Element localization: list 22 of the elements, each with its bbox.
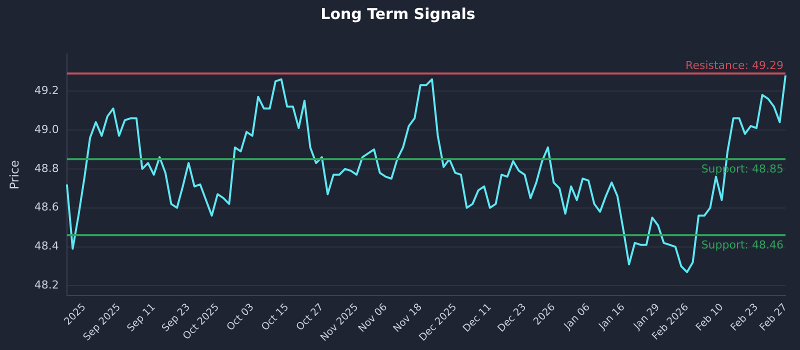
- ref-line-label: Resistance: 49.29: [686, 58, 784, 72]
- x-tick-label: Sep 11: [125, 302, 158, 334]
- y-tick-label: 48.2: [34, 278, 59, 292]
- chart-title: Long Term Signals: [320, 4, 476, 23]
- x-tick-label: Feb 10: [694, 302, 726, 334]
- y-tick-label: 49.2: [34, 84, 59, 97]
- x-tick-label: Dec 11: [461, 302, 494, 335]
- x-tick-label: Feb 27: [758, 302, 790, 334]
- y-tick-label: 48.8: [34, 162, 59, 175]
- x-tick-label: Oct 15: [260, 302, 292, 334]
- x-tick-label: Dec 23: [496, 302, 529, 335]
- y-tick-label: 49.0: [34, 122, 59, 136]
- x-tick-label: Oct 27: [294, 302, 326, 334]
- y-axis-title: Price: [7, 160, 22, 190]
- y-tick-label: 48.6: [34, 200, 59, 214]
- x-tick-label: Oct 03: [225, 302, 256, 334]
- ref-line-label: Support: 48.46: [701, 238, 784, 252]
- x-tick-label: Feb 23: [728, 302, 760, 334]
- x-tick-label: Nov 06: [356, 302, 390, 335]
- x-tick-label: Jan 16: [596, 302, 628, 333]
- x-tick-label: Jan 06: [562, 302, 592, 333]
- y-tick-label: 48.4: [34, 240, 59, 253]
